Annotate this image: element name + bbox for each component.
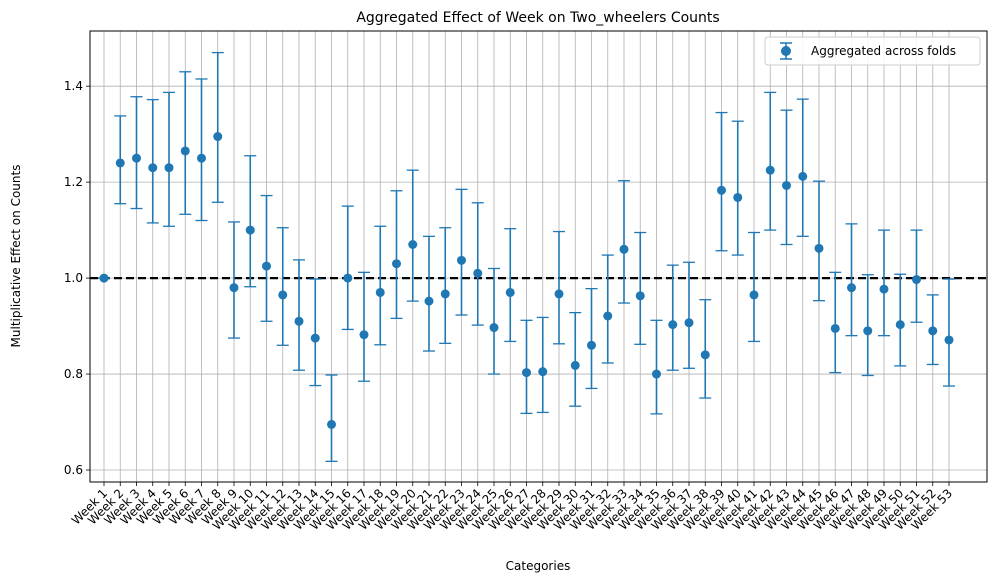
data-point	[375, 287, 385, 297]
y-axis-label: Multiplicative Effect on Counts	[9, 165, 23, 348]
y-tick-label: 1.4	[64, 79, 83, 93]
chart-title: Aggregated Effect of Week on Two_wheeler…	[356, 10, 719, 26]
data-point	[229, 283, 239, 293]
data-point	[879, 284, 889, 294]
data-point	[132, 153, 141, 163]
data-point	[343, 273, 353, 283]
legend-label: Aggregated across folds	[811, 44, 956, 58]
data-point	[148, 163, 158, 173]
data-layer	[98, 51, 955, 463]
data-point	[749, 290, 759, 300]
data-point	[294, 316, 304, 326]
data-point	[392, 259, 401, 269]
y-tick-label: 0.6	[64, 463, 83, 477]
data-point	[928, 326, 938, 336]
data-point	[408, 240, 418, 250]
y-tick-label: 1.2	[64, 175, 83, 189]
data-point	[213, 132, 223, 142]
data-point	[847, 283, 856, 293]
legend-box	[764, 36, 981, 66]
data-point	[522, 368, 531, 378]
data-point	[489, 323, 499, 333]
data-point	[912, 275, 921, 285]
data-point	[830, 323, 840, 333]
data-point	[440, 289, 450, 299]
data-point	[635, 291, 645, 301]
data-point	[473, 268, 483, 278]
data-point	[197, 153, 206, 163]
y-tick-label: 1.0	[64, 271, 83, 285]
y-tick-label: 0.8	[64, 367, 83, 381]
data-point	[587, 340, 596, 350]
data-point	[700, 350, 710, 360]
data-point	[262, 261, 271, 271]
data-point	[424, 296, 434, 306]
data-point	[457, 255, 466, 265]
data-point	[733, 192, 743, 202]
data-point	[245, 225, 255, 235]
data-point	[99, 273, 109, 283]
legend-marker	[781, 46, 791, 56]
data-point	[944, 335, 954, 345]
data-point	[538, 367, 548, 377]
data-point	[310, 333, 320, 343]
data-point	[798, 171, 808, 181]
data-point	[668, 320, 678, 330]
data-point	[619, 244, 629, 254]
x-axis-label: Categories	[506, 559, 571, 573]
data-point	[603, 311, 613, 321]
y-axis-ticks: 0.6 0.8 1.0 1.2 1.4	[64, 79, 90, 477]
data-point	[164, 163, 174, 173]
data-point	[863, 326, 873, 336]
data-point	[554, 289, 564, 299]
data-point	[359, 330, 369, 340]
data-point	[570, 360, 580, 370]
data-point	[115, 158, 125, 168]
data-point	[652, 369, 661, 379]
data-point	[765, 165, 775, 175]
data-point	[717, 185, 726, 195]
data-point	[180, 146, 190, 156]
plot-frame	[89, 30, 988, 483]
data-point	[814, 243, 824, 253]
data-point	[895, 320, 905, 330]
data-point	[278, 290, 288, 300]
data-point	[505, 287, 515, 297]
data-point	[327, 419, 336, 429]
data-point	[782, 180, 791, 190]
legend: Aggregated across folds	[764, 36, 981, 66]
data-point	[684, 318, 694, 328]
